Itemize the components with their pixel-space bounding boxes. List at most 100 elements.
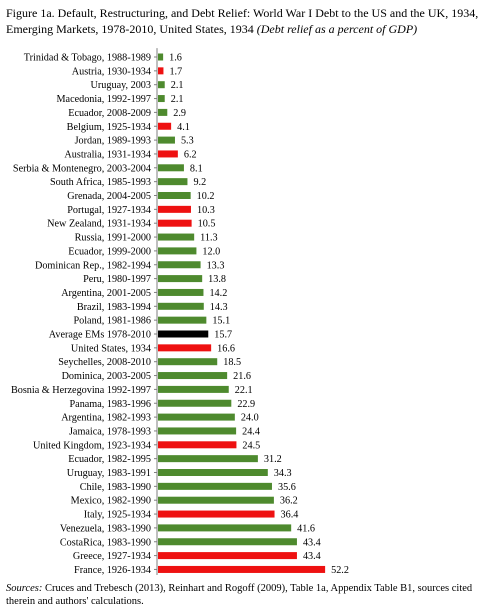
bar-chart: Trinidad & Tobago, 1988-1989 Austria, 193… (11, 48, 349, 575)
data-label: 18.5 (223, 357, 241, 368)
data-label: 4.1 (177, 122, 190, 133)
category-label: Peru, 1980-1997 (83, 274, 151, 285)
chart-title-unit: (Debt relief as a percent of GDP) (256, 22, 418, 36)
bar (158, 413, 235, 421)
category-label: Seychelles, 2008-2010 (58, 357, 151, 368)
category-label: Chile, 1983-1990 (80, 482, 151, 493)
chart-title-main: Figure 1a. Default, Restructuring, and D… (6, 6, 479, 36)
data-label: 22.9 (237, 399, 255, 410)
bar (158, 469, 268, 476)
category-label: Grenada, 2004-2005 (67, 191, 151, 202)
data-label: 12.0 (202, 246, 220, 257)
bar (158, 510, 275, 518)
bar (158, 53, 164, 61)
category-label: Jordan, 1989-1993 (75, 136, 151, 147)
data-label: 11.3 (200, 233, 217, 244)
bar (158, 81, 165, 89)
category-label: New Zealand, 1931-1934 (47, 219, 151, 230)
category-label: Austria, 1930-1934 (72, 66, 151, 77)
bar (158, 178, 188, 186)
bar (158, 524, 292, 532)
category-label: Average EMs 1978-2010 (49, 330, 151, 341)
bar (158, 302, 204, 310)
data-label: 34.3 (274, 468, 292, 479)
bar (158, 288, 204, 296)
chart-title: Figure 1a. Default, Restructuring, and D… (6, 5, 494, 37)
data-label: 36.4 (281, 510, 299, 521)
bar (158, 565, 326, 573)
bar (158, 399, 232, 407)
bar (158, 275, 203, 283)
bar (158, 538, 297, 546)
category-label: Poland, 1981-1986 (73, 316, 151, 327)
category-label: Argentina, 1982-1993 (61, 413, 151, 424)
category-label: Bosnia & Herzegovina 1992-1997 (11, 385, 151, 396)
category-label: Russia, 1991-2000 (75, 233, 151, 244)
category-label: South Africa, 1985-1993 (50, 177, 151, 188)
data-label: 6.2 (184, 149, 197, 160)
category-label: Italy, 1925-1934 (84, 510, 151, 521)
bar (158, 552, 297, 560)
category-label: France, 1926-1934 (74, 565, 151, 575)
category-label: Ecuador, 1982-1995 (68, 454, 151, 465)
bar (158, 482, 272, 490)
bar (158, 122, 172, 130)
bar (158, 372, 228, 380)
data-label: 16.6 (217, 343, 235, 354)
bar (158, 136, 175, 144)
category-label: Trinidad & Tobago, 1988-1989 (24, 53, 151, 64)
data-label: 24.5 (242, 440, 260, 451)
category-label: United States, 1934 (71, 343, 151, 354)
category-label: Argentina, 2001-2005 (61, 288, 151, 299)
bar (158, 385, 229, 393)
data-label: 9.2 (193, 177, 206, 188)
data-label: 35.6 (278, 482, 296, 493)
data-label: 10.5 (198, 219, 216, 230)
data-label: 2.1 (171, 94, 184, 105)
category-label: United Kingdom, 1923-1934 (33, 440, 151, 451)
data-label: 10.2 (197, 191, 215, 202)
data-label: 21.6 (233, 371, 251, 382)
category-label: Uruguay, 1983-1991 (67, 468, 151, 479)
bar (158, 441, 237, 449)
bar-series: 1.6 1.7 2.1 2.1 2.9 4.1 5.3 6.2 8.1 9.2 10.2 10.3 10… (158, 53, 349, 575)
bar (158, 67, 164, 75)
data-label: 41.6 (297, 523, 315, 534)
data-label: 24.0 (241, 413, 259, 424)
data-label: 13.3 (207, 260, 225, 271)
sources-note: Sources: Cruces and Trebesch (2013), Rei… (6, 582, 494, 608)
category-label: Panama, 1983-1996 (70, 399, 152, 410)
data-label: 22.1 (235, 385, 253, 396)
category-label: Brazil, 1983-1994 (77, 302, 151, 313)
category-label: Portugal, 1927-1934 (67, 205, 151, 216)
category-label: Serbia & Montenegro, 2003-2004 (13, 163, 151, 174)
data-label: 43.4 (303, 551, 321, 562)
category-label: Uruguay, 2003 (91, 80, 151, 91)
bar (158, 205, 191, 213)
category-label: Belgium, 1925-1934 (67, 122, 151, 133)
bar (158, 261, 201, 269)
bar (158, 95, 165, 103)
data-label: 15.7 (214, 330, 232, 341)
bar (158, 455, 258, 463)
bar (158, 164, 184, 172)
data-label: 1.7 (169, 66, 182, 77)
category-label: Mexico, 1982-1990 (71, 496, 151, 507)
category-label: Venezuela, 1983-1990 (60, 523, 151, 534)
data-label: 52.2 (331, 565, 349, 575)
bar (158, 358, 218, 366)
category-label: CostaRica, 1983-1990 (60, 537, 151, 548)
bar (158, 247, 197, 255)
category-label: Macedonia, 1992-1997 (57, 94, 152, 105)
chart-axis: Trinidad & Tobago, 1988-1989 Austria, 193… (11, 48, 158, 575)
data-label: 13.8 (208, 274, 226, 285)
category-label: Ecuador, 1999-2000 (68, 246, 151, 257)
category-label: Australia, 1931-1934 (64, 149, 151, 160)
bar (158, 344, 212, 352)
data-label: 14.2 (209, 288, 227, 299)
bar (158, 219, 192, 227)
data-label: 24.4 (242, 426, 260, 437)
category-label: Jamaica, 1978-1993 (69, 426, 151, 437)
data-label: 43.4 (303, 537, 321, 548)
data-label: 8.1 (190, 163, 203, 174)
